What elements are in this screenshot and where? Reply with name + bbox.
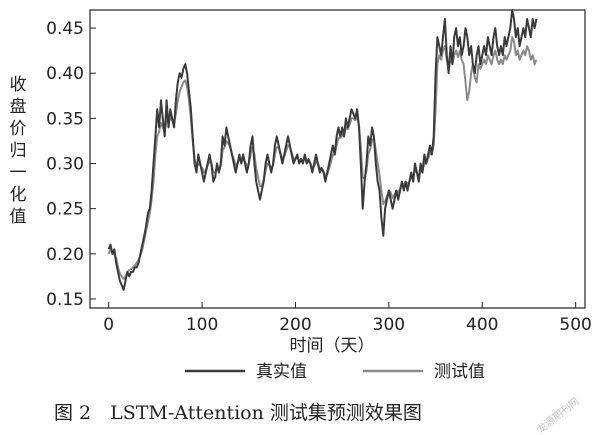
x-tick-label: 400	[466, 315, 498, 335]
x-axis-label: 时间（天）	[290, 336, 375, 356]
x-axis-ticks: 0 100 200 300 400 500	[103, 302, 592, 335]
x-tick-label: 0	[103, 315, 114, 335]
y-axis-label-char: 值	[10, 207, 27, 227]
y-axis-label-char: 化	[10, 185, 27, 205]
y-tick-label: 0.35	[46, 109, 84, 129]
y-axis-label-char: 价	[10, 119, 27, 139]
plot-area	[89, 9, 586, 309]
y-axis-label-char: 收	[10, 75, 27, 95]
legend: 真实值 测试值	[185, 362, 485, 382]
series-line-1	[107, 9, 538, 291]
x-tick-label: 300	[373, 315, 405, 335]
watermark: 龙源期刊网	[534, 395, 581, 435]
x-tick-label: 500	[559, 315, 591, 335]
x-tick-label: 100	[186, 315, 218, 335]
y-tick-label: 0.20	[46, 245, 84, 265]
y-tick-label: 0.45	[46, 19, 84, 39]
series-layer	[107, 9, 538, 291]
legend-label-series-1: 真实值	[256, 362, 307, 382]
y-tick-label: 0.15	[46, 290, 84, 310]
x-tick-label: 200	[279, 315, 311, 335]
y-axis-label-char: 归	[10, 141, 27, 161]
series-line-2	[107, 36, 538, 281]
y-axis-label-char: 一	[10, 163, 27, 183]
legend-label-series-2: 测试值	[434, 362, 485, 382]
y-tick-label: 0.25	[46, 200, 84, 220]
y-axis-ticks: 0.15 0.20 0.25 0.30 0.35 0.40 0.45	[46, 19, 96, 310]
y-tick-label: 0.30	[46, 155, 84, 175]
y-axis-label-char: 盘	[10, 97, 27, 117]
y-tick-label: 0.40	[46, 64, 84, 84]
figure-caption: 图 2 LSTM-Attention 测试集预测效果图	[54, 402, 422, 424]
